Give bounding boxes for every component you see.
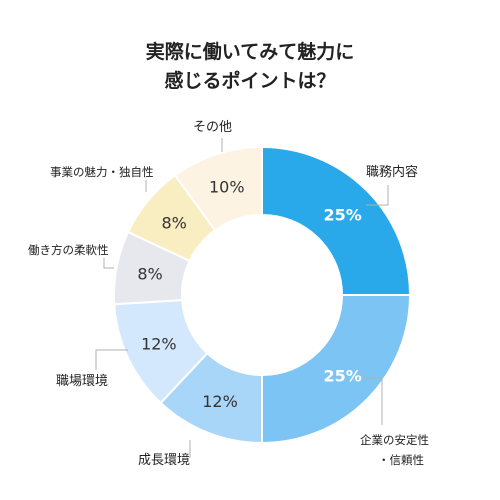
leader-line — [358, 377, 383, 425]
slice-category-label: 働き方の柔軟性 — [28, 243, 109, 257]
donut-slice — [261, 145, 412, 296]
slice-category-label: 職務内容 — [366, 164, 418, 180]
slice-value-label: 12% — [141, 335, 177, 354]
leader-line — [95, 349, 128, 370]
slice-category-label: 企業の安定性・信頼性 — [360, 433, 429, 467]
donut-slice — [173, 145, 263, 232]
leader-line — [366, 185, 389, 206]
slice-value-label: 25% — [323, 367, 361, 386]
chart-title-line-2: 感じるポイントは？ — [164, 69, 335, 92]
slice-category-label: 事業の魅力・独自性 — [50, 165, 154, 179]
slice-value-label: 25% — [323, 205, 361, 224]
slice-value-label: 8% — [137, 265, 162, 284]
slice-value-label: 8% — [161, 213, 186, 232]
donut-slice — [261, 294, 412, 445]
slice-value-label: 10% — [209, 178, 245, 197]
slice-value-label: 12% — [202, 392, 238, 411]
slice-category-label: 職場環境 — [56, 374, 108, 389]
chart-title-line-1: 実際に働いてみて魅力に — [146, 40, 354, 63]
slice-category-label: その他 — [193, 120, 232, 135]
leader-line — [103, 258, 114, 269]
slice-category-label: 成長環境 — [138, 453, 190, 468]
